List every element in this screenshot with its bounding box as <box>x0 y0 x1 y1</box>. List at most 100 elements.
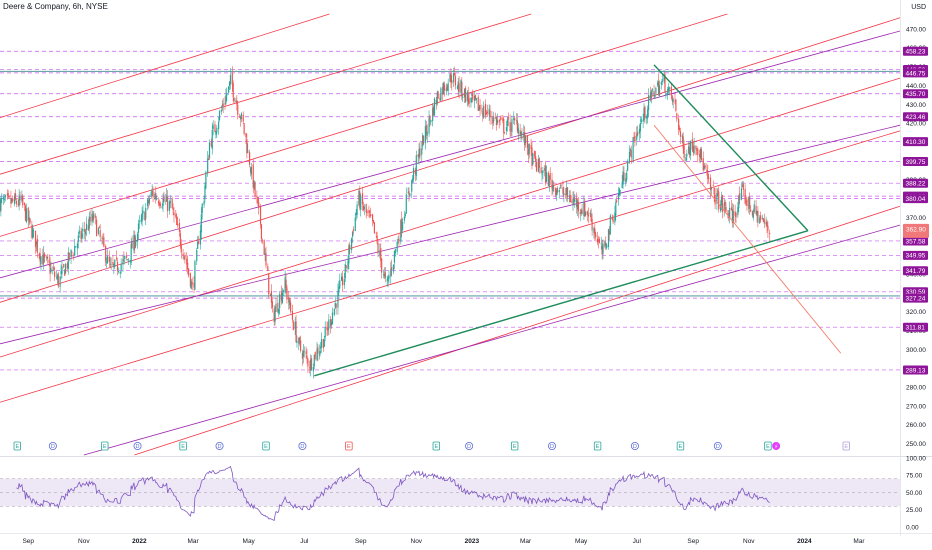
candle-body <box>187 268 190 276</box>
candle-body <box>351 231 354 237</box>
red-channel-line <box>0 17 901 303</box>
marker-label: D <box>716 444 720 450</box>
candle-body <box>75 246 77 248</box>
marker-event[interactable]: ⚡ <box>772 442 781 450</box>
marker-earnings[interactable]: E <box>764 441 772 451</box>
candle-body <box>621 182 623 188</box>
marker-label: E <box>844 444 848 450</box>
red-channel-line <box>0 130 901 403</box>
marker-dividend[interactable]: D <box>133 441 142 450</box>
candle-body <box>636 133 638 141</box>
candle-body <box>559 186 561 189</box>
candle-body <box>414 169 416 174</box>
marker-dividend[interactable]: D <box>48 441 57 450</box>
candle-body <box>310 359 312 371</box>
rsi-tick-label: 50.00 <box>906 490 923 497</box>
candle-body <box>428 117 430 134</box>
marker-dividend[interactable]: D <box>215 441 224 450</box>
candle-body <box>450 75 452 83</box>
candle-body <box>547 173 549 186</box>
candle-body <box>689 140 692 156</box>
candle-body <box>360 195 362 210</box>
marker-earnings[interactable]: E <box>262 441 270 451</box>
candle-body <box>146 199 149 207</box>
candle-body <box>382 273 385 275</box>
candle-body <box>260 224 263 240</box>
candle-body <box>706 169 708 173</box>
candle-body <box>369 214 371 216</box>
marker-dividend[interactable]: D <box>465 441 474 450</box>
candle-body <box>388 275 390 279</box>
candle-body <box>154 193 156 200</box>
marker-earnings[interactable]: E <box>101 441 109 451</box>
trendlines <box>314 64 842 377</box>
candle-body <box>612 218 614 223</box>
marker-label: E <box>435 444 439 450</box>
candle-body <box>717 190 719 193</box>
marker-future-earnings[interactable]: E <box>842 441 850 451</box>
candle-body <box>140 219 142 223</box>
candle-body <box>646 115 648 119</box>
candle-body <box>237 104 239 115</box>
candle-body <box>739 193 741 201</box>
time-tick-label: Mar <box>188 538 200 545</box>
candle-body <box>245 132 247 138</box>
candle-body <box>70 250 72 258</box>
marker-earnings-miss[interactable]: E <box>345 441 353 451</box>
marker-dividend[interactable]: D <box>548 441 557 450</box>
candle-body <box>322 338 324 349</box>
candle-body <box>552 185 554 192</box>
time-tick-label: Sep <box>22 538 34 545</box>
candle-body <box>85 231 87 235</box>
candle-body <box>632 137 634 160</box>
candle-body <box>740 188 743 200</box>
marker-label: E <box>513 444 517 450</box>
candle-body <box>456 87 458 88</box>
time-axis[interactable]: Sep Nov 2022 Mar May Jul Sep Nov 2023 Mar May Jul Se… <box>0 533 932 546</box>
candle-body <box>159 203 161 207</box>
candle-body <box>644 106 646 119</box>
price-level-tag <box>903 293 928 303</box>
candle-body <box>268 273 270 295</box>
candle-body <box>252 164 254 188</box>
marker-earnings[interactable]: E <box>432 441 441 451</box>
price-axis[interactable]: 470.00460.00450.00440.00430.00420.00410.… <box>900 0 930 536</box>
candle-body <box>540 167 542 173</box>
candle-body <box>709 177 712 191</box>
candle-body <box>738 195 740 209</box>
price-tick-label: 270.00 <box>906 403 926 410</box>
projection-line <box>653 124 842 354</box>
candle-body <box>14 193 17 200</box>
marker-earnings[interactable]: E <box>179 441 187 451</box>
marker-dividend[interactable]: D <box>630 441 639 450</box>
candle-body <box>639 122 641 132</box>
candle-body <box>596 238 599 243</box>
marker-earnings[interactable]: E <box>593 441 602 451</box>
candle-body <box>216 127 218 133</box>
candle-body <box>197 242 199 249</box>
rsi-band <box>0 456 932 507</box>
candle-body <box>172 208 174 210</box>
candle-body <box>126 259 129 261</box>
candle-body <box>320 346 322 349</box>
candle-body <box>440 88 442 101</box>
price-level-tag-text: 380.04 <box>906 196 926 203</box>
event-markers[interactable]: E D E D E D E D E E D E D E D E D E ⚡ E <box>13 441 850 451</box>
marker-earnings[interactable]: E <box>510 441 519 451</box>
candle-body <box>505 127 508 132</box>
marker-dividend[interactable]: D <box>298 441 307 450</box>
marker-earnings[interactable]: E <box>676 441 685 451</box>
candle-body <box>593 228 595 233</box>
candle-body <box>499 119 501 121</box>
marker-earnings[interactable]: E <box>13 441 22 451</box>
marker-dividend[interactable]: D <box>713 441 722 450</box>
candle-body <box>71 252 73 253</box>
candle-body <box>553 185 555 186</box>
currency-label[interactable]: USD <box>911 4 926 11</box>
candle-body <box>17 203 19 206</box>
candle-body <box>263 240 265 255</box>
red-channel-line <box>0 13 330 119</box>
candle-body <box>109 263 111 265</box>
candle-body <box>368 210 370 213</box>
